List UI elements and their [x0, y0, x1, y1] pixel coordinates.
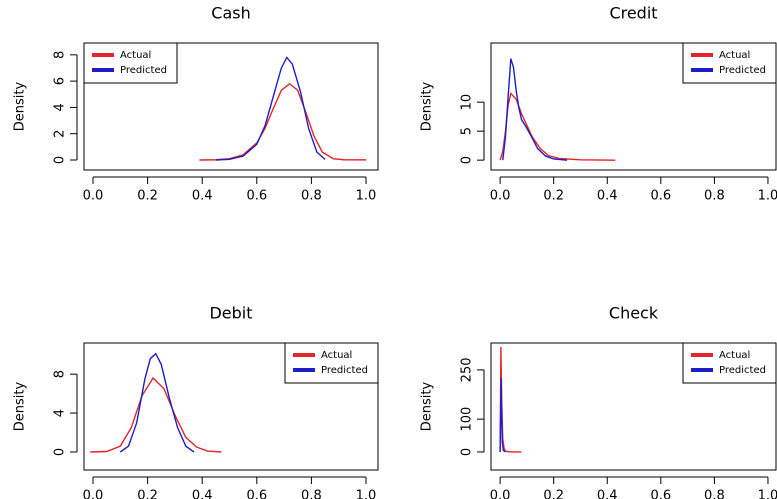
- panel-title: Credit: [609, 4, 657, 23]
- legend-label: Predicted: [719, 365, 766, 376]
- x-tick-label: 1.0: [758, 189, 777, 204]
- plot-box: [490, 42, 777, 171]
- y-tick-label: 5: [460, 127, 475, 135]
- x-tick-label: 0.4: [597, 189, 618, 204]
- x-tick-label: 0.2: [543, 489, 564, 499]
- x-tick-label: 0.4: [597, 489, 618, 499]
- y-tick-label: 4: [53, 409, 68, 417]
- y-tick-label: 250: [460, 357, 475, 382]
- density-line: [90, 376, 222, 453]
- y-tick-label: 6: [53, 77, 68, 85]
- y-axis-label: Density: [13, 381, 28, 431]
- x-tick-label: 0.8: [704, 189, 725, 204]
- legend-label: Predicted: [719, 65, 766, 76]
- x-tick-label: 0.6: [246, 189, 267, 204]
- y-tick-label: 100: [460, 407, 475, 432]
- x-tick-label: 0.6: [650, 489, 671, 499]
- y-tick-label: 0: [460, 448, 475, 456]
- y-tick-label: 8: [53, 370, 68, 378]
- x-tick-label: 0.2: [137, 489, 158, 499]
- x-tick-label: 0.6: [650, 189, 671, 204]
- y-tick-label: 0: [53, 448, 68, 456]
- panel-title: Debit: [209, 304, 252, 323]
- y-tick-label: 4: [53, 103, 68, 111]
- x-tick-label: 0.0: [83, 489, 104, 499]
- legend-label: Predicted: [120, 65, 167, 76]
- x-tick-label: 0.2: [137, 189, 158, 204]
- x-tick-label: 0.4: [192, 189, 213, 204]
- legend-box: [83, 42, 178, 84]
- x-tick-label: 0.0: [490, 189, 511, 204]
- x-tick-label: 0.8: [301, 489, 322, 499]
- x-tick-label: 0.2: [543, 189, 564, 204]
- y-axis-label: Density: [13, 81, 28, 131]
- legend-label: Actual: [719, 350, 750, 361]
- legend-label: Predicted: [321, 365, 368, 376]
- x-tick-label: 0.8: [301, 189, 322, 204]
- x-tick-label: 1.0: [356, 189, 377, 204]
- x-tick-label: 1.0: [356, 489, 377, 499]
- legend-box: [284, 342, 379, 384]
- legend-label: Actual: [321, 350, 352, 361]
- panel-title: Check: [609, 304, 659, 323]
- x-tick-label: 0.0: [490, 489, 511, 499]
- legend-box: [682, 42, 777, 84]
- density-line: [499, 378, 506, 453]
- plot-box: [490, 342, 777, 471]
- x-tick-label: 1.0: [758, 489, 777, 499]
- y-tick-label: 2: [53, 130, 68, 138]
- y-tick-label: 8: [53, 51, 68, 59]
- plot-box: [83, 42, 379, 171]
- y-axis-label: Density: [420, 81, 435, 131]
- y-tick-label: 10: [460, 94, 475, 111]
- x-tick-label: 0.4: [192, 489, 213, 499]
- x-tick-label: 0.6: [246, 489, 267, 499]
- density-line: [499, 346, 522, 453]
- x-tick-label: 0.0: [83, 189, 104, 204]
- x-tick-label: 0.8: [704, 489, 725, 499]
- density-line: [502, 58, 568, 161]
- panel-title: Cash: [211, 4, 250, 23]
- legend-box: [682, 342, 777, 384]
- y-tick-label: 0: [460, 156, 475, 164]
- density-line: [199, 82, 366, 161]
- y-axis-label: Density: [420, 381, 435, 431]
- legend-label: Actual: [120, 50, 151, 61]
- density-line: [119, 352, 195, 453]
- density-line: [215, 56, 326, 161]
- density-line: [499, 92, 616, 161]
- plot-box: [83, 342, 379, 471]
- legend-label: Actual: [719, 50, 750, 61]
- y-tick-label: 0: [53, 156, 68, 164]
